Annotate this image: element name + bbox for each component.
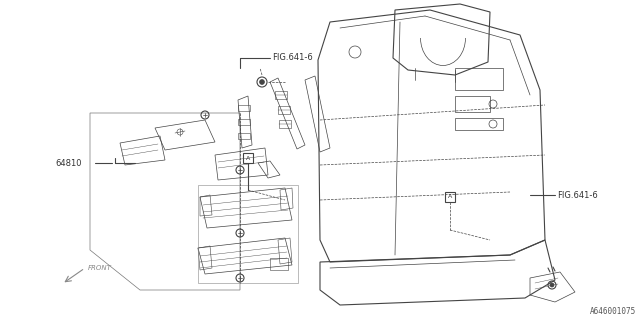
Bar bbox=[455, 118, 503, 130]
Text: FIG.641-6: FIG.641-6 bbox=[272, 53, 313, 62]
Bar bbox=[238, 133, 250, 139]
Bar bbox=[270, 258, 288, 270]
Bar bbox=[243, 153, 253, 163]
Text: 64810: 64810 bbox=[55, 158, 81, 167]
Text: A: A bbox=[246, 156, 250, 161]
Text: FRONT: FRONT bbox=[88, 265, 112, 271]
Bar bbox=[445, 192, 455, 202]
Circle shape bbox=[550, 283, 554, 287]
Bar bbox=[455, 68, 503, 90]
Text: A: A bbox=[448, 195, 452, 199]
Text: FIG.641-6: FIG.641-6 bbox=[557, 190, 598, 199]
Bar bbox=[275, 91, 287, 99]
Bar bbox=[238, 105, 250, 111]
Bar bbox=[198, 185, 298, 283]
Text: A646001075: A646001075 bbox=[589, 307, 636, 316]
Bar bbox=[455, 96, 490, 112]
Bar bbox=[279, 120, 291, 128]
Bar bbox=[278, 106, 290, 114]
Bar bbox=[238, 119, 250, 125]
Circle shape bbox=[260, 80, 264, 84]
